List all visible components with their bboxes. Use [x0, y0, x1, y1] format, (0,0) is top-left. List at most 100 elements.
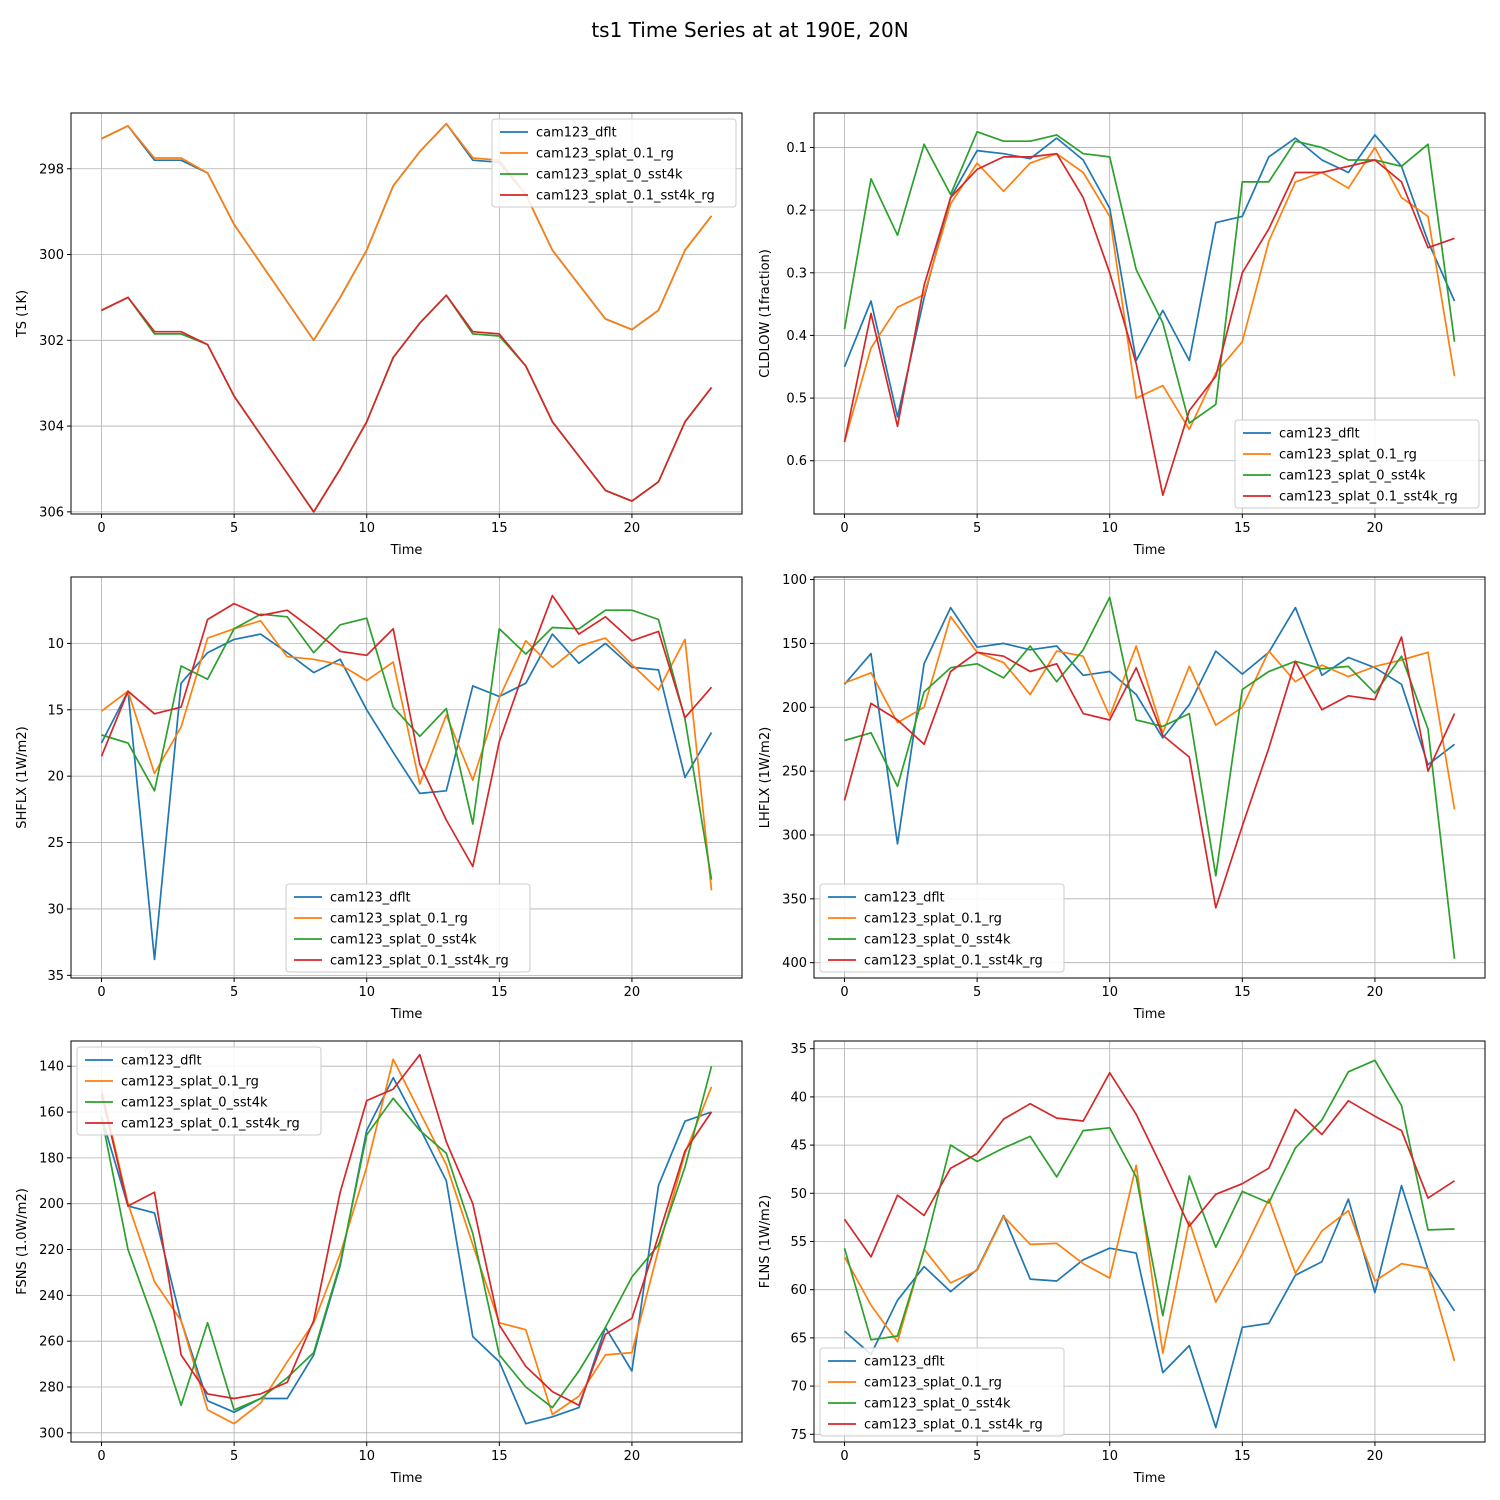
series-line-cam123_splat_0.1_sst4k_rg [100, 594, 713, 868]
y-axis-label: FSNS (1.0W/m2) [15, 1188, 30, 1295]
y-tick-label: 40 [790, 1090, 807, 1105]
legend: cam123_dflt cam123_splat_0.1_rg cam123_spl… [819, 883, 1065, 973]
legend-label: cam123_splat_0_sst4k [121, 1096, 268, 1111]
figure-title: ts1 Time Series at at 190E, 20N [591, 18, 908, 42]
legend-box [1234, 419, 1480, 509]
series-line-cam123_splat_0_sst4k [843, 1059, 1455, 1341]
series-line-cam123_splat_0_sst4k [843, 130, 1456, 424]
x-tick-label: 20 [1367, 521, 1384, 536]
y-tick-label: 300 [782, 828, 807, 843]
legend-box [819, 1347, 1065, 1437]
axes-frame [813, 576, 1486, 979]
series-line-cam123_splat_0_sst4k [844, 596, 1456, 959]
x-axis-label: Time [390, 543, 423, 558]
legend-label: cam123_dflt [536, 126, 617, 141]
x-axis-label: Time [390, 1471, 423, 1486]
series-line-cam123_splat_0.1_rg [100, 1058, 713, 1425]
y-tick-label: 15 [47, 703, 64, 718]
y-tick-label: 400 [782, 956, 807, 971]
y-tick-label: 240 [39, 1289, 64, 1304]
x-tick-label: 10 [358, 521, 375, 536]
x-tick-label: 0 [840, 1449, 848, 1464]
x-tick-label: 15 [491, 985, 508, 1000]
legend-label: cam123_splat_0.1_rg [536, 147, 674, 162]
series-line-cam123_splat_0.1_rg [100, 619, 713, 891]
y-tick-label: 350 [782, 892, 807, 907]
y-tick-label: 302 [39, 334, 64, 349]
y-tick-label: 304 [39, 420, 64, 435]
x-tick-label: 10 [1101, 985, 1118, 1000]
axes-frame [70, 576, 743, 979]
y-tick-label: 0.2 [786, 204, 807, 219]
series-line-cam123_splat_0.1_rg [101, 122, 713, 342]
x-tick-label: 15 [1234, 985, 1251, 1000]
legend: cam123_dflt cam123_splat_0.1_rg cam123_spl… [491, 118, 737, 208]
y-tick-label: 10 [47, 637, 64, 652]
y-tick-label: 220 [39, 1243, 64, 1258]
legend-label: cam123_splat_0_sst4k [536, 168, 683, 183]
x-tick-label: 15 [1234, 1449, 1251, 1464]
y-tick-label: 0.1 [786, 141, 807, 156]
legend-label: cam123_splat_0.1_rg [1279, 448, 1417, 463]
series-line-cam123_splat_0.1_sst4k_rg [100, 1053, 713, 1407]
x-tick-label: 0 [97, 1449, 105, 1464]
legend-box [491, 118, 737, 208]
y-tick-label: 65 [790, 1331, 807, 1346]
x-axis-label: Time [390, 1007, 423, 1022]
legend-label: cam123_splat_0.1_rg [330, 912, 468, 927]
series-line-cam123_splat_0.1_sst4k_rg [101, 294, 713, 513]
y-axis-label: TS (1K) [15, 290, 30, 338]
legend-label: cam123_splat_0.1_rg [121, 1075, 259, 1090]
x-tick-label: 5 [973, 1449, 981, 1464]
legend-label: cam123_splat_0.1_sst4k_rg [864, 1418, 1043, 1433]
y-axis-label: CLDLOW (1fraction) [758, 249, 773, 378]
y-tick-label: 0.5 [786, 392, 807, 407]
series-line-cam123_dflt [843, 1184, 1456, 1429]
series-line-cam123_dflt [843, 134, 1456, 418]
y-tick-label: 75 [790, 1428, 807, 1443]
x-tick-label: 20 [1367, 985, 1384, 1000]
y-tick-label: 70 [790, 1380, 807, 1395]
legend-label: cam123_splat_0_sst4k [1279, 469, 1426, 484]
series-line-cam123_dflt [100, 633, 713, 961]
legend-label: cam123_splat_0.1_rg [864, 912, 1002, 927]
y-tick-label: 300 [39, 248, 64, 263]
legend-label: cam123_dflt [1279, 427, 1360, 442]
y-tick-label: 20 [47, 770, 64, 785]
y-tick-label: 200 [782, 701, 807, 716]
subplot-2: 0 5 10 15 20 0.1 0.2 0.3 0.4 0.5 0.6 Time CLDLOW (1f… [758, 112, 1486, 558]
legend-label: cam123_dflt [330, 891, 411, 906]
y-tick-label: 300 [39, 1426, 64, 1441]
legend-box [76, 1046, 322, 1136]
x-tick-label: 10 [358, 1449, 375, 1464]
series-line-cam123_dflt [843, 606, 1456, 845]
x-tick-label: 5 [973, 521, 981, 536]
y-tick-label: 100 [782, 573, 807, 588]
legend-label: cam123_splat_0_sst4k [864, 933, 1011, 948]
axes-frame [70, 1040, 743, 1443]
x-tick-label: 15 [1234, 521, 1251, 536]
series-line-cam123_splat_0.1_sst4k_rg [843, 636, 1456, 909]
legend-box [285, 883, 531, 973]
y-tick-label: 140 [39, 1060, 64, 1075]
y-axis-label: LHFLX (1W/m2) [758, 727, 773, 828]
y-tick-label: 35 [47, 969, 64, 984]
legend-label: cam123_splat_0.1_sst4k_rg [121, 1117, 300, 1132]
y-tick-label: 180 [39, 1151, 64, 1166]
y-tick-label: 45 [790, 1139, 807, 1154]
y-tick-label: 55 [790, 1235, 807, 1250]
y-axis-label: SHFLX (1W/m2) [15, 726, 30, 828]
x-axis-label: Time [1133, 543, 1166, 558]
y-tick-label: 280 [39, 1381, 64, 1396]
x-tick-label: 5 [973, 985, 981, 1000]
legend: cam123_dflt cam123_splat_0.1_rg cam123_spl… [1234, 419, 1480, 509]
x-tick-label: 20 [624, 985, 641, 1000]
y-axis-label: FLNS (1W/m2) [758, 1195, 773, 1288]
legend-label: cam123_splat_0_sst4k [330, 933, 477, 948]
y-tick-label: 250 [782, 765, 807, 780]
series-line-cam123_splat_0.1_rg [843, 146, 1456, 443]
legend-label: cam123_dflt [864, 891, 945, 906]
y-tick-label: 160 [39, 1106, 64, 1121]
y-tick-label: 150 [782, 637, 807, 652]
